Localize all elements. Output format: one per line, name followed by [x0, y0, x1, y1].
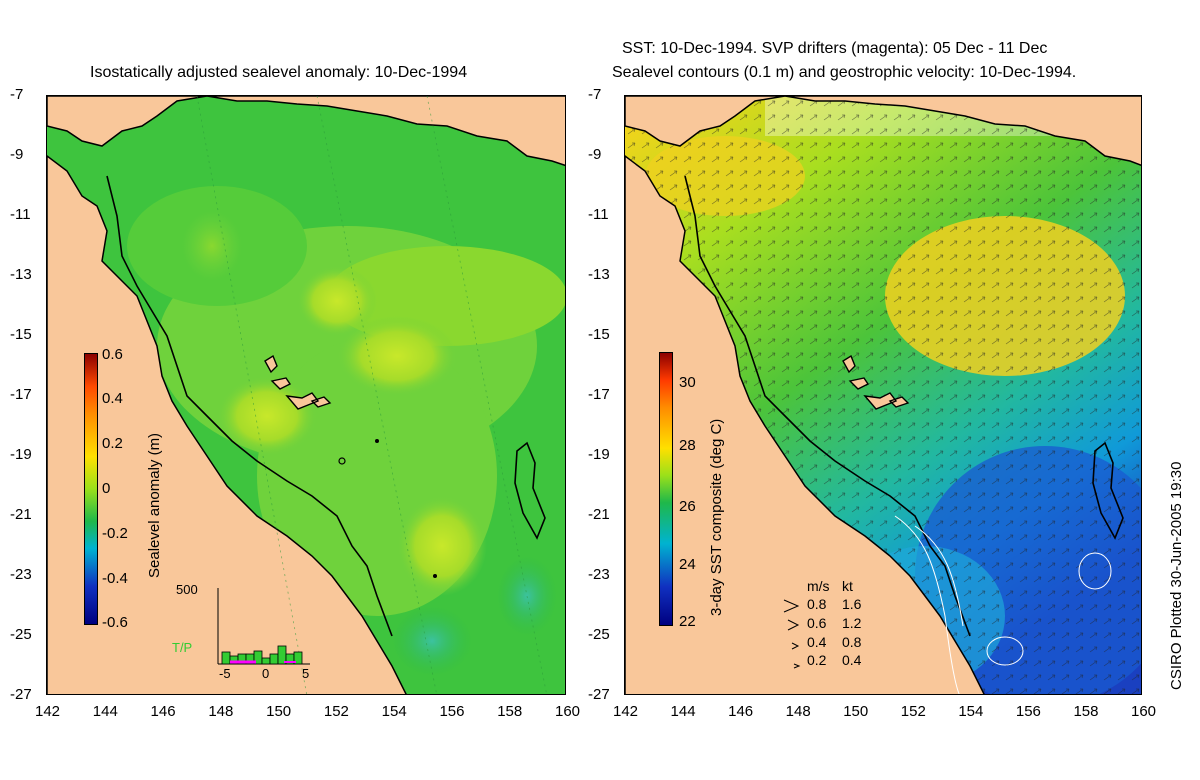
credit-text: CSIRO Plotted 30-Jun-2005 19:30: [1168, 461, 1185, 690]
velocity-legend-ms: 0.6: [807, 615, 827, 631]
lon-tick-label: 160: [555, 703, 581, 720]
lat-tick-label: -13: [588, 266, 610, 283]
velocity-legend-kt-header: kt: [842, 578, 853, 594]
velocity-legend: m/s kt 0.8 1.6 0.6 1.2 0.4 0.8 0.2 0.4: [780, 578, 880, 673]
histogram-xtick: -5: [219, 666, 231, 681]
lat-tick-label: -9: [588, 146, 602, 163]
velocity-legend-ms: 0.8: [807, 596, 827, 612]
tp-histogram: [216, 588, 312, 668]
lon-tick-label: 142: [613, 703, 639, 720]
velocity-legend-ms: 0.4: [807, 634, 827, 650]
velocity-arrow-icon: [782, 598, 800, 617]
lon-tick-label: 146: [728, 703, 754, 720]
anomaly-colorbar: [84, 353, 98, 625]
right-panel-title-line1: SST: 10-Dec-1994. SVP drifters (magenta)…: [622, 40, 1048, 57]
anomaly-colorbar-tick: 0.6: [102, 346, 123, 363]
lon-tick-label: 154: [381, 703, 407, 720]
lon-tick-label: 156: [1015, 703, 1041, 720]
sst-colorbar-tick: 30: [679, 374, 696, 391]
lat-tick-label: -13: [10, 266, 32, 283]
velocity-arrow-icon: [786, 618, 800, 635]
png-land: [47, 96, 565, 167]
lat-tick-label: -7: [588, 86, 602, 103]
right-panel-title-line2: Sealevel contours (0.1 m) and geostrophi…: [612, 64, 1077, 81]
velocity-legend-ms-header: m/s: [807, 578, 830, 594]
velocity-legend-kt: 1.6: [842, 596, 862, 612]
histogram-xtick: 5: [302, 666, 310, 681]
lon-tick-label: 158: [497, 703, 523, 720]
lat-tick-label: -9: [10, 146, 24, 163]
anomaly-colorbar-label: Sealevel anomaly (m): [146, 432, 163, 578]
lat-tick-label: -17: [588, 386, 610, 403]
lon-tick-label: 158: [1073, 703, 1099, 720]
lon-tick-label: 146: [150, 703, 176, 720]
lat-tick-label: -11: [10, 206, 31, 223]
histogram-label: T/P: [172, 640, 193, 655]
lat-tick-label: -27: [10, 686, 32, 703]
velocity-arrow-icon: [790, 638, 800, 654]
lon-tick-label: 160: [1131, 703, 1157, 720]
lon-tick-label: 150: [266, 703, 292, 720]
lat-tick-label: -19: [10, 446, 32, 463]
lat-tick-label: -11: [588, 206, 609, 223]
sst-colorbar-tick: 26: [679, 498, 696, 515]
anomaly-colorbar-tick: -0.6: [102, 614, 128, 631]
histogram-xtick: 0: [262, 666, 270, 681]
anomaly-colorbar-tick: -0.2: [102, 525, 128, 542]
lon-tick-label: 142: [35, 703, 61, 720]
velocity-legend-kt: 0.4: [842, 652, 862, 668]
lon-tick-label: 148: [208, 703, 234, 720]
sst-colorbar-tick: 24: [679, 556, 696, 573]
lat-tick-label: -21: [588, 506, 610, 523]
lon-tick-label: 156: [439, 703, 465, 720]
lat-tick-label: -15: [10, 326, 32, 343]
lat-tick-label: -23: [10, 566, 32, 583]
sst-map: [624, 95, 1142, 695]
lat-tick-label: -15: [588, 326, 610, 343]
histogram-ymax-label: 500: [176, 582, 198, 597]
sst-colorbar-tick: 22: [679, 613, 696, 630]
sealevel-anomaly-map: [46, 95, 566, 695]
lon-tick-label: 152: [900, 703, 926, 720]
anomaly-colorbar-tick: 0: [102, 480, 111, 497]
australia-land: [47, 155, 407, 694]
sst-colorbar: [659, 352, 673, 626]
left-panel-title: Isostatically adjusted sealevel anomaly:…: [90, 64, 468, 81]
lon-tick-label: 144: [670, 703, 696, 720]
anomaly-colorbar-tick: 0.4: [102, 390, 123, 407]
sst-colorbar-tick: 28: [679, 437, 696, 454]
velocity-legend-kt: 0.8: [842, 634, 862, 650]
australia-land: [625, 155, 985, 694]
sst-colorbar-label: 3-day SST composite (deg C): [708, 418, 725, 616]
lat-tick-label: -7: [10, 86, 24, 103]
lat-tick-label: -17: [10, 386, 32, 403]
lat-tick-label: -21: [10, 506, 32, 523]
anomaly-colorbar-tick: -0.4: [102, 570, 128, 587]
lat-tick-label: -25: [588, 626, 610, 643]
lat-tick-label: -27: [588, 686, 610, 703]
velocity-legend-kt: 1.2: [842, 615, 862, 631]
lat-tick-label: -25: [10, 626, 32, 643]
velocity-arrow-icon: [793, 657, 801, 673]
velocity-legend-ms: 0.2: [807, 652, 827, 668]
lon-tick-label: 150: [843, 703, 869, 720]
lat-tick-label: -23: [588, 566, 610, 583]
lon-tick-label: 148: [785, 703, 811, 720]
lon-tick-label: 144: [92, 703, 118, 720]
png-land: [625, 96, 1141, 167]
anomaly-colorbar-tick: 0.2: [102, 435, 123, 452]
lon-tick-label: 154: [958, 703, 984, 720]
lon-tick-label: 152: [323, 703, 349, 720]
lat-tick-label: -19: [588, 446, 610, 463]
